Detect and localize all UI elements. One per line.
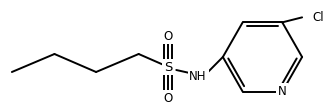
Text: S: S: [164, 60, 172, 73]
Text: O: O: [164, 29, 173, 42]
Text: N: N: [278, 85, 287, 98]
Text: Cl: Cl: [312, 11, 324, 24]
Text: O: O: [164, 92, 173, 104]
Text: NH: NH: [189, 70, 207, 83]
